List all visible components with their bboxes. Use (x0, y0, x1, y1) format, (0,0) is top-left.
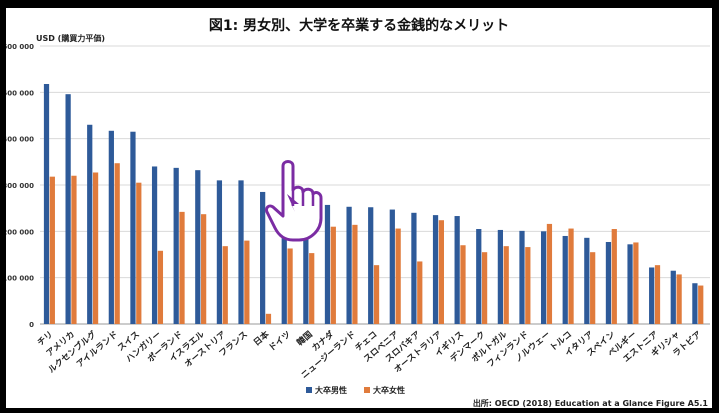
bar-female (395, 228, 401, 324)
bar-male (562, 235, 568, 324)
bar-female (698, 285, 704, 324)
bar-female (179, 211, 185, 324)
bar-male (281, 194, 287, 324)
bar-female (676, 274, 682, 324)
bar-chart: 0 100 000 200 000 300 000 400 000 500 000 600 … (6, 43, 710, 395)
bar-female (71, 175, 77, 324)
bar-female (287, 248, 293, 324)
bar-female (49, 176, 55, 324)
bar-female (330, 226, 336, 324)
legend-swatch (306, 387, 312, 393)
bar-male (368, 207, 374, 324)
bar-female (222, 246, 228, 324)
bar-male (670, 270, 676, 324)
bar-male (497, 229, 503, 324)
bar-male (692, 283, 698, 324)
bar-male (346, 206, 352, 324)
bar-female (460, 245, 466, 324)
bar-female (373, 265, 380, 324)
bar-female (114, 163, 120, 324)
bar-female (525, 247, 531, 324)
y-tick-label: 200 000 (6, 228, 34, 236)
legend-entry: 大卒男性 (315, 385, 347, 395)
bar-male (108, 130, 114, 324)
y-tick-label: 100 000 (6, 275, 34, 283)
bar-male (324, 204, 331, 324)
y-tick-label: 400 000 (6, 136, 34, 144)
chart-panel: 図1: 男女別、大学を卒業する金銭的なメリット USD (購買力平価) 0 100… (6, 8, 712, 408)
bar-male (627, 244, 633, 324)
bar-male (454, 216, 460, 324)
bar-female (438, 220, 444, 324)
bar-female (136, 182, 142, 324)
bar-female (265, 313, 272, 324)
bar-female (481, 252, 488, 324)
bar-female (352, 224, 358, 324)
bar-male (411, 212, 417, 324)
source-note: 出所: OECD (2018) Education at a Glance Fi… (472, 399, 708, 408)
bar-male (649, 267, 655, 324)
bar-male (540, 231, 547, 324)
legend-entry: 大卒女性 (373, 385, 405, 395)
bar-female (611, 229, 617, 324)
bar-female (633, 242, 639, 324)
bar-male (303, 209, 309, 324)
bar-male (605, 241, 612, 324)
bar-male (476, 229, 482, 324)
pointing-hand-icon (265, 160, 323, 242)
x-tick-label: ドイツ (267, 330, 293, 354)
bar-male (216, 180, 223, 324)
bar-male (43, 83, 50, 324)
bar-male (130, 131, 136, 324)
bar-female (503, 246, 509, 324)
bar-female (417, 261, 423, 324)
bar-male (65, 94, 71, 324)
chart-title: 図1: 男女別、大学を卒業する金銭的なメリット (208, 18, 510, 34)
bar-male (173, 167, 179, 324)
bar-female (654, 265, 661, 324)
bar-female (590, 252, 596, 324)
y-tick-label: 600 000 (6, 43, 34, 51)
bar-male (389, 209, 395, 324)
y-axis-label: USD (購買力平価) (36, 34, 105, 43)
bar-male (151, 166, 158, 324)
bar-male (519, 230, 525, 324)
bar-male (87, 124, 93, 325)
bar-female (546, 223, 553, 324)
bar-female (309, 253, 315, 324)
y-tick-label: 500 000 (6, 89, 34, 97)
bar-male (584, 237, 590, 324)
bar-female (244, 240, 250, 324)
y-tick-label: 300 000 (6, 182, 34, 190)
bar-male (432, 215, 439, 324)
bar-male (195, 170, 201, 324)
bar-female (568, 228, 574, 324)
bar-female (157, 250, 164, 324)
y-tick-label: 0 (29, 321, 34, 329)
legend-swatch (364, 387, 370, 393)
bar-male (260, 191, 266, 324)
bar-female (92, 172, 99, 324)
bar-male (238, 180, 244, 324)
bar-female (201, 214, 207, 324)
